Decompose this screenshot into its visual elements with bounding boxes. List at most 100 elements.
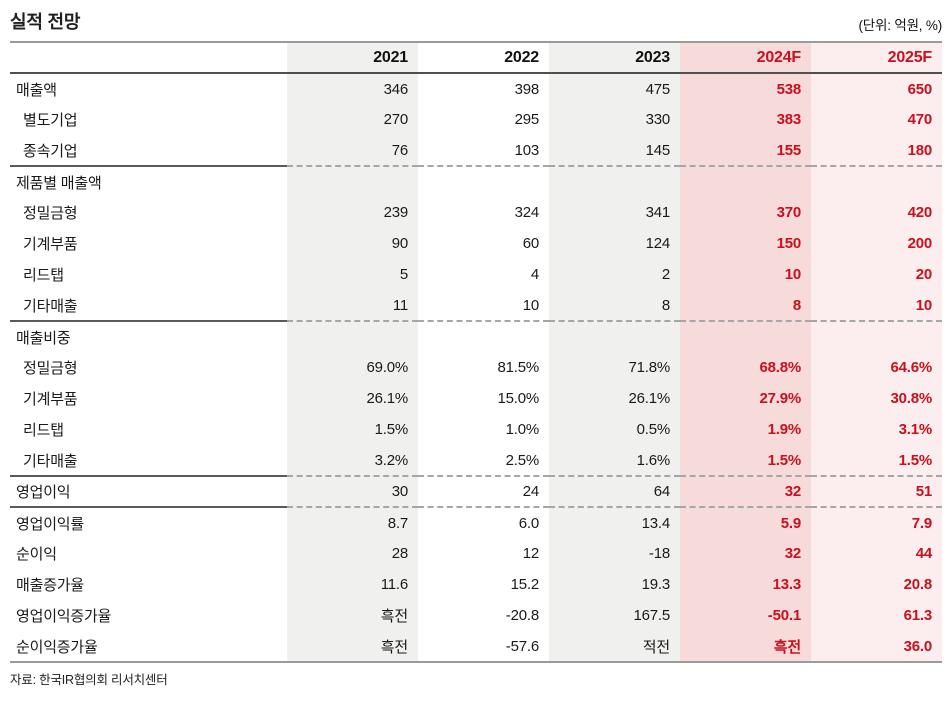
table-row: 매출증가율 11.6 15.2 19.3 13.3 20.8: [10, 569, 942, 600]
table-row: 매출비중: [10, 320, 942, 352]
cell-2024f: 1.5%: [680, 445, 811, 476]
cell-2021: [287, 165, 418, 197]
earnings-forecast-table: 2021 2022 2023 2024F 2025F 매출액 346 398 475 5…: [10, 41, 942, 663]
cell-2024f: 32: [680, 475, 811, 507]
table-body: 매출액 346 398 475 538 650 별도기업 270 295 330 383 470 종속기…: [10, 73, 942, 663]
cell-2025f: 180: [811, 135, 942, 166]
table-row: 제품별 매출액: [10, 165, 942, 197]
cell-2021: 5: [287, 259, 418, 290]
cell-2023: 2: [549, 259, 680, 290]
cell-2025f: [811, 165, 942, 197]
cell-2023: 13.4: [549, 506, 680, 538]
cell-2025f: 200: [811, 228, 942, 259]
row-label: 기타매출: [23, 452, 78, 470]
cell-2024f: 68.8%: [680, 352, 811, 383]
cell-2021: 90: [287, 228, 418, 259]
cell-2024f: 1.9%: [680, 414, 811, 445]
table-row: 리드탭 5 4 2 10 20: [10, 259, 942, 290]
cell-2023: 475: [549, 73, 680, 104]
header-row: 2021 2022 2023 2024F 2025F: [10, 42, 942, 74]
cell-2021: 8.7: [287, 506, 418, 538]
cell-2025f: 64.6%: [811, 352, 942, 383]
cell-2022: 6.0: [418, 506, 549, 538]
cell-2024f: 8: [680, 290, 811, 321]
cell-2024f: [680, 165, 811, 197]
cell-2024f: -50.1: [680, 600, 811, 631]
cell-2022: 10: [418, 290, 549, 321]
table-row: 영업이익 30 24 64 32 51: [10, 475, 942, 507]
cell-2023: [549, 165, 680, 197]
header-cell-2025f: 2025F: [811, 42, 942, 74]
table-row: 순이익 28 12 -18 32 44: [10, 538, 942, 569]
table-row: 기타매출 3.2% 2.5% 1.6% 1.5% 1.5%: [10, 445, 942, 476]
cell-2021: 270: [287, 104, 418, 135]
cell-2022: 12: [418, 538, 549, 569]
cell-2022: 24: [418, 475, 549, 507]
cell-2021: 76: [287, 135, 418, 166]
cell-2023: [549, 320, 680, 352]
cell-2025f: 20: [811, 259, 942, 290]
cell-2025f: 470: [811, 104, 942, 135]
cell-2024f: 370: [680, 197, 811, 228]
cell-2021: 239: [287, 197, 418, 228]
table-row: 정밀금형 239 324 341 370 420: [10, 197, 942, 228]
cell-2022: 4: [418, 259, 549, 290]
cell-2025f: 10: [811, 290, 942, 321]
cell-2025f: 61.3: [811, 600, 942, 631]
cell-2023: 341: [549, 197, 680, 228]
cell-2021: 11: [287, 290, 418, 321]
row-label: 기계부품: [23, 236, 78, 253]
cell-2022: 60: [418, 228, 549, 259]
cell-2023: 19.3: [549, 569, 680, 600]
table-row: 기계부품 90 60 124 150 200: [10, 228, 942, 259]
cell-2022: [418, 320, 549, 352]
cell-2021: 11.6: [287, 569, 418, 600]
row-label: 별도기업: [23, 112, 78, 129]
cell-2023: 8: [549, 290, 680, 321]
row-label: 리드탭: [23, 267, 64, 284]
cell-2023: 64: [549, 475, 680, 507]
cell-2023: 71.8%: [549, 352, 680, 383]
cell-2023: -18: [549, 538, 680, 569]
cell-2022: 295: [418, 104, 549, 135]
table-row: 순이익증가율 흑전 -57.6 적전 흑전 36.0: [10, 631, 942, 663]
cell-2023: 1.6%: [549, 445, 680, 476]
cell-2022: -20.8: [418, 600, 549, 631]
cell-2025f: 51: [811, 475, 942, 507]
cell-2024f: 383: [680, 104, 811, 135]
row-label: 정밀금형: [23, 360, 78, 377]
cell-2022: 324: [418, 197, 549, 228]
cell-2021: [287, 320, 418, 352]
cell-2021: 흑전: [287, 600, 418, 631]
cell-2025f: 20.8: [811, 569, 942, 600]
table-row: 기타매출 11 10 8 8 10: [10, 290, 942, 321]
cell-2024f: 흑전: [680, 631, 811, 663]
cell-2025f: 1.5%: [811, 445, 942, 476]
header-cell-2022: 2022: [418, 42, 549, 74]
row-label: 순이익: [16, 546, 57, 563]
cell-2023: 0.5%: [549, 414, 680, 445]
row-label: 영업이익: [10, 475, 287, 507]
cell-2025f: 420: [811, 197, 942, 228]
header-cell-2024f: 2024F: [680, 42, 811, 74]
cell-2024f: 5.9: [680, 506, 811, 538]
cell-2021: 28: [287, 538, 418, 569]
cell-2025f: 3.1%: [811, 414, 942, 445]
cell-2021: 1.5%: [287, 414, 418, 445]
row-label: 종속기업: [23, 142, 78, 160]
cell-2022: -57.6: [418, 631, 549, 663]
cell-2022: 81.5%: [418, 352, 549, 383]
cell-2024f: [680, 320, 811, 352]
row-label: 매출액: [16, 81, 57, 99]
table-row: 영업이익률 8.7 6.0 13.4 5.9 7.9: [10, 506, 942, 538]
table-row: 리드탭 1.5% 1.0% 0.5% 1.9% 3.1%: [10, 414, 942, 445]
cell-2025f: 7.9: [811, 506, 942, 538]
cell-2022: 1.0%: [418, 414, 549, 445]
cell-2022: 103: [418, 135, 549, 166]
row-label: 기타매출: [23, 297, 78, 315]
cell-2023: 124: [549, 228, 680, 259]
row-label: 매출비중: [10, 320, 287, 352]
cell-2025f: 44: [811, 538, 942, 569]
cell-2023: 26.1%: [549, 383, 680, 414]
cell-2023: 적전: [549, 631, 680, 663]
